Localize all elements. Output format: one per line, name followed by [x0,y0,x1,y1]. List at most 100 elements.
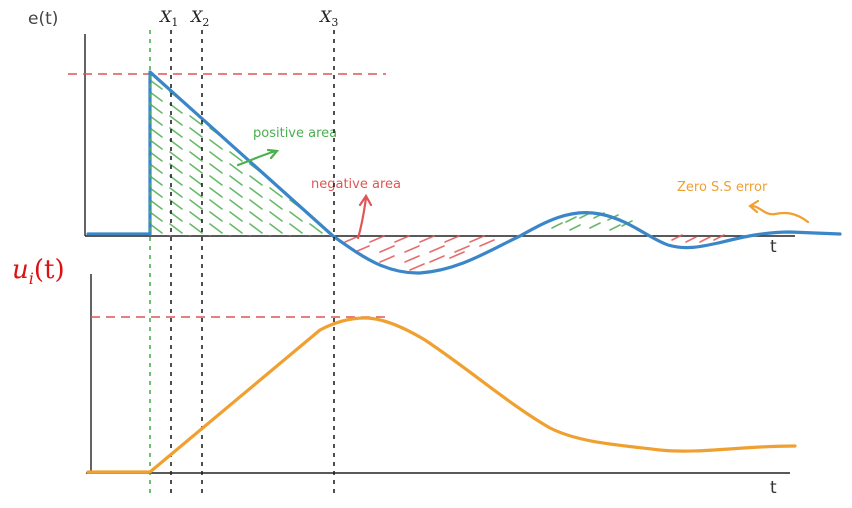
positive-hatch-mark-110 [150,211,163,222]
positive-hatch-mark-133 [209,235,223,236]
positive-hatch-mark-121 [169,223,183,234]
negative-area-arrowhead [358,193,373,207]
positive-hatch-mark-90 [150,187,163,198]
positive-hatch-small-mark-8 [609,224,621,231]
steady-state-arrow [750,204,810,224]
positive-hatch-mark-71 [169,163,183,174]
positive-hatch-mark-4 [229,79,243,90]
error-xlabel: t [770,237,777,257]
positive-area-label: positive area [253,126,337,141]
negative-hatch-small-mark-2 [699,236,711,243]
positive-hatch-mark-18 [309,91,323,102]
positive-hatch-small-mark-1 [565,216,577,223]
positive-hatch-mark-24 [229,103,243,114]
positive-hatch-mark-127 [289,223,303,234]
negative-hatch-small-mark-3 [713,234,725,241]
steady-state-label: Zero S.S error [677,180,768,195]
positive-hatch-small-mark-0 [551,222,563,229]
positive-hatch-mark-10 [150,91,163,102]
integral-series-line [86,316,797,474]
positive-hatch-mark-126 [269,223,283,234]
negative-area-hatch [344,235,495,271]
x1-marker-label: X1 [158,7,178,29]
positive-hatch-mark-130 [150,235,163,236]
error-ylabel: e(t) [28,9,58,29]
positive-hatch-mark-85 [249,175,263,186]
negative-area-label: negative area [311,177,401,192]
negative-hatch-mark-0 [344,235,360,243]
positive-hatch-mark-25 [249,103,263,114]
positive-hatch-mark-100 [150,199,163,210]
positive-hatch-mark-96 [269,187,283,198]
positive-hatch-small-mark-7 [589,222,601,229]
positive-hatch-mark-23 [209,103,223,114]
positive-hatch-mark-116 [269,211,283,222]
positive-hatch-mark-97 [289,187,303,198]
positive-hatch-mark-104 [229,199,243,210]
negative-hatch-mark-5 [469,235,485,243]
positive-hatch-mark-95 [249,187,263,198]
x3-marker-label: X3 [318,7,338,29]
negative-hatch-small-mark-1 [685,236,697,243]
positive-hatch-mark-122 [189,223,203,234]
positive-hatch-mark-108 [309,199,323,210]
positive-hatch-mark-14 [229,91,243,102]
steady-state-arrowhead [748,199,760,214]
positive-hatch-mark-40 [150,127,163,138]
positive-hatch-mark-112 [189,211,203,222]
negative-hatch-small-mark-0 [671,234,683,241]
positive-hatch-mark-15 [249,91,263,102]
positive-hatch-mark-55 [249,139,263,150]
positive-hatch-mark-13 [209,91,223,102]
positive-hatch-mark-138 [309,235,323,236]
positive-hatch-mark-30 [150,115,163,126]
positive-hatch-mark-77 [289,163,303,174]
positive-hatch-mark-115 [249,211,263,222]
positive-hatch-mark-62 [189,151,203,162]
positive-hatch-mark-102 [189,199,203,210]
integral-chart: ui(t) t [12,255,797,498]
integral-xlabel: t [770,478,777,498]
negative-hatch-mark-11 [479,239,495,247]
negative-hatch-mark-3 [419,235,435,243]
positive-hatch-mark-106 [269,199,283,210]
positive-hatch-mark-29 [329,103,333,114]
positive-hatch-mark-128 [309,223,323,234]
positive-hatch-mark-9 [329,79,333,90]
positive-hatch-mark-137 [289,235,303,236]
positive-hatch-mark-109 [329,199,333,210]
positive-hatch-mark-72 [189,163,203,174]
positive-hatch-mark-67 [289,151,303,162]
positive-hatch-mark-26 [269,103,283,114]
negative-hatch-mark-13 [404,255,420,263]
positive-hatch-mark-28 [309,103,323,114]
negative-hatch-mark-2 [394,235,410,243]
positive-hatch-mark-59 [329,139,333,150]
negative-hatch-mark-10 [454,245,470,253]
negative-area-arrow [356,196,368,240]
positive-hatch-mark-31 [169,115,183,126]
positive-hatch-mark-57 [289,139,303,150]
positive-hatch-mark-119 [329,211,333,222]
positive-hatch-mark-20 [150,103,163,114]
positive-area-arrow [236,149,278,167]
positive-hatch-mark-42 [189,127,203,138]
positive-hatch-mark-6 [269,79,283,90]
positive-hatch-mark-32 [189,115,203,126]
positive-hatch-mark-92 [189,187,203,198]
positive-hatch-mark-70 [150,163,163,174]
positive-hatch-mark-21 [169,103,183,114]
positive-hatch-mark-136 [269,235,283,236]
positive-hatch-mark-135 [249,235,263,236]
negative-hatch-mark-7 [379,245,395,253]
positive-hatch-mark-132 [189,235,203,236]
positive-hatch-mark-2 [189,79,203,90]
positive-hatch-mark-61 [169,151,183,162]
positive-hatch-mark-3 [209,79,223,90]
integral-ylabel: ui(t) [12,255,65,288]
positive-hatch-mark-81 [169,175,183,186]
positive-hatch-mark-50 [150,139,163,150]
negative-hatch-mark-14 [429,255,445,263]
positive-hatch-mark-56 [269,139,283,150]
negative-hatch-mark-1 [369,235,385,243]
